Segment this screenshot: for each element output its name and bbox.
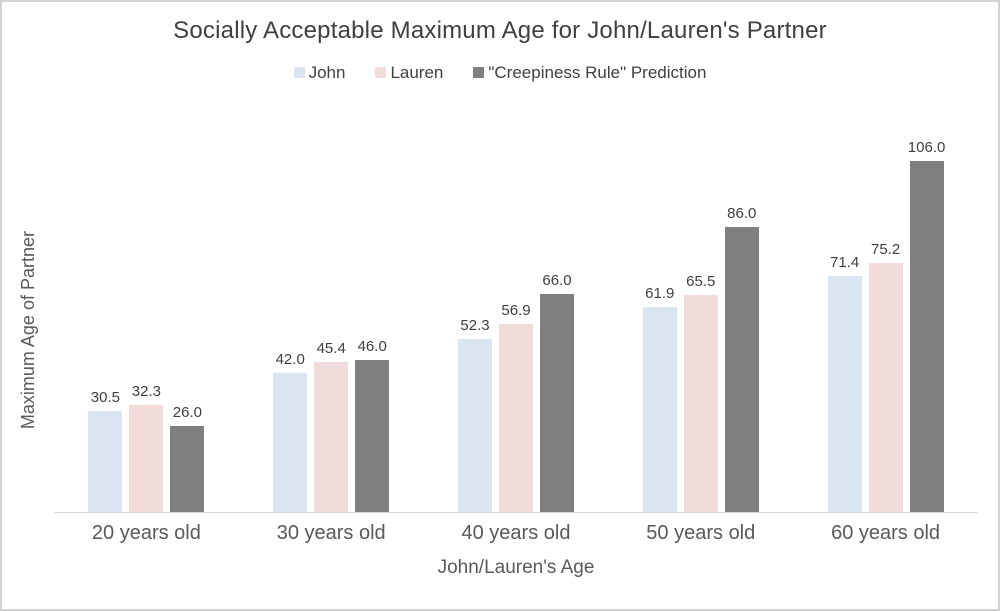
legend-swatch-john: [293, 67, 305, 78]
bar-value-label: 46.0: [357, 337, 387, 355]
bar-group-60-years-old: 71.4 75.2 106.0: [793, 139, 978, 512]
bar-value-label: 86.0: [727, 205, 757, 223]
bar-john-20-years-old: 30.5: [88, 389, 123, 512]
bar-group-40-years-old: 52.3 56.9 66.0: [424, 148, 609, 512]
bar-john-30-years-old: 42.0: [273, 351, 308, 512]
x-axis-category-label: 30 years old: [276, 522, 386, 544]
chart-title: Socially Acceptable Maximum Age for John…: [173, 17, 827, 44]
bar-group-30-years-old: 42.0 45.4 46.0: [239, 148, 424, 512]
bar-value-label: 45.4: [316, 339, 346, 357]
legend-swatch-lauren: [375, 67, 387, 78]
bar-value-label: 32.3: [131, 383, 161, 401]
legend-item-creepiness-rule-prediction: "Creepiness Rule" Prediction: [473, 63, 706, 83]
bar-value-label: 71.4: [829, 253, 860, 271]
bar-group-50-years-old: 61.9 65.5 86.0: [608, 148, 793, 512]
x-axis-title: John/Lauren's Age: [437, 557, 595, 578]
legend-item-john: John: [293, 62, 346, 83]
bar-lauren-50-years-old: 65.5: [683, 273, 718, 512]
bar-value-label: 42.0: [275, 351, 305, 368]
y-axis-title-text: Maximum Age of Partner: [17, 230, 38, 430]
x-axis-category-label: 20 years old: [91, 522, 201, 544]
x-axis-category-label: 40 years old: [461, 522, 571, 544]
bar-value-label: 61.9: [645, 285, 675, 303]
legend-label: Lauren: [390, 62, 444, 82]
bar-john-40-years-old: 52.3: [457, 317, 492, 512]
x-labels: 20 years old 30 years old 40 years old 50 y…: [54, 513, 978, 545]
bar-creepiness-rule-prediction-40-years-old: 66.0: [539, 272, 574, 512]
x-axis-category-label: 60 years old: [831, 522, 941, 544]
bar-value-label: 65.5: [686, 273, 716, 291]
bar-john-60-years-old: 71.4: [827, 254, 862, 512]
bar-group-20-years-old: 30.5 32.3 26.0: [54, 148, 239, 512]
legend-label: "Creepiness Rule" Prediction: [488, 62, 707, 82]
bar-lauren-30-years-old: 45.4: [314, 340, 349, 512]
bar-creepiness-rule-prediction-50-years-old: 86.0: [724, 205, 759, 512]
bar-value-label: 66.0: [542, 271, 572, 289]
chart-body: Maximum Age of Partner 30.5 32.3 26.0 42.0 4…: [2, 139, 998, 579]
bar-lauren-20-years-old: 32.3: [129, 383, 164, 512]
y-axis-title: Maximum Age of Partner: [2, 148, 54, 512]
legend-item-lauren: Lauren: [375, 63, 443, 83]
bar-value-label: 75.2: [870, 241, 901, 259]
bar-value-label: 106.0: [907, 139, 946, 157]
bar-lauren-40-years-old: 56.9: [498, 302, 533, 512]
bar-value-label: 56.9: [501, 301, 531, 319]
bar-creepiness-rule-prediction-30-years-old: 46.0: [355, 338, 390, 512]
bar-john-50-years-old: 61.9: [642, 285, 677, 512]
bar-value-label: 26.0: [172, 404, 202, 421]
plot-wrap: 30.5 32.3 26.0 42.0 45.4 46.0 52.3 56.9 66.0 61.9…: [54, 139, 978, 579]
legend: John Lauren "Creepiness Rule" Prediction: [2, 62, 998, 83]
x-axis-category-label: 50 years old: [646, 522, 756, 544]
bar-value-label: 30.5: [90, 389, 120, 407]
plot-area: 30.5 32.3 26.0 42.0 45.4 46.0 52.3 56.9 66.0 61.9…: [54, 139, 978, 513]
bar-value-label: 52.3: [460, 316, 490, 334]
legend-label: John: [308, 62, 346, 82]
bar-lauren-60-years-old: 75.2: [868, 241, 903, 512]
bar-creepiness-rule-prediction-20-years-old: 26.0: [170, 404, 205, 512]
bar-creepiness-rule-prediction-60-years-old: 106.0: [908, 139, 945, 512]
legend-swatch-creepiness-rule-prediction: [473, 67, 485, 78]
